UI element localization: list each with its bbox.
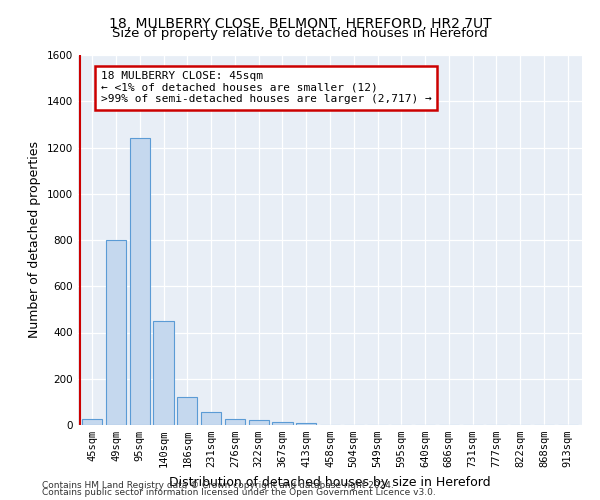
Bar: [296, 422, 316, 425]
Text: 18, MULBERRY CLOSE, BELMONT, HEREFORD, HR2 7UT: 18, MULBERRY CLOSE, BELMONT, HEREFORD, H…: [109, 18, 491, 32]
Bar: [248, 420, 269, 425]
Bar: [272, 422, 293, 425]
X-axis label: Distribution of detached houses by size in Hereford: Distribution of detached houses by size …: [169, 476, 491, 488]
Text: Size of property relative to detached houses in Hereford: Size of property relative to detached ho…: [112, 28, 488, 40]
Text: 18 MULBERRY CLOSE: 45sqm
← <1% of detached houses are smaller (12)
>99% of semi-: 18 MULBERRY CLOSE: 45sqm ← <1% of detach…: [101, 71, 431, 104]
Bar: [177, 397, 197, 425]
Bar: [130, 138, 150, 425]
Text: Contains public sector information licensed under the Open Government Licence v3: Contains public sector information licen…: [42, 488, 436, 497]
Y-axis label: Number of detached properties: Number of detached properties: [28, 142, 41, 338]
Bar: [201, 412, 221, 425]
Bar: [225, 419, 245, 425]
Bar: [82, 419, 103, 425]
Bar: [154, 321, 173, 425]
Text: Contains HM Land Registry data © Crown copyright and database right 2024.: Contains HM Land Registry data © Crown c…: [42, 480, 394, 490]
Bar: [106, 240, 126, 425]
